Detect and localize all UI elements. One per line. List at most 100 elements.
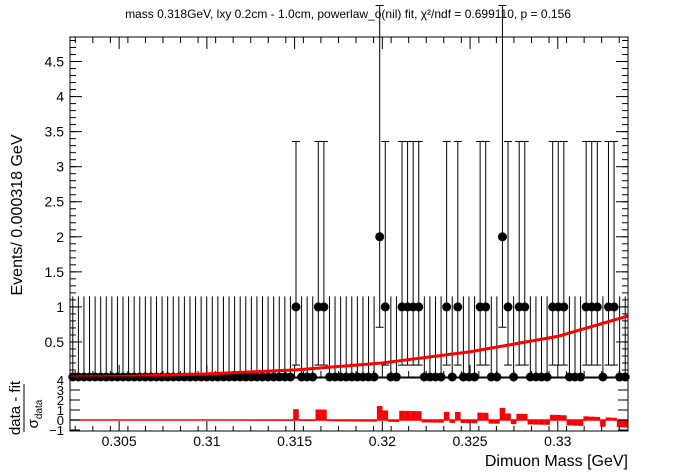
pull-y-tick-label: 0 — [57, 413, 64, 428]
y-tick-label: 2 — [56, 229, 64, 245]
pull-y-tick-label: −1 — [49, 423, 64, 438]
pull-bar — [471, 420, 478, 424]
pull-bar — [505, 413, 511, 420]
main-axis-ticks — [70, 37, 628, 377]
y-tick-label: 1 — [56, 299, 64, 315]
pull-bar — [561, 415, 567, 420]
pull-bar — [583, 416, 589, 420]
pull-y-title-sigma: σ — [25, 418, 42, 428]
x-tick-labels: 0.305 0.31 0.315 0.32 0.325 0.33 — [102, 433, 572, 449]
pull-bar — [605, 417, 612, 420]
pull-bar — [443, 411, 450, 420]
pull-bar — [544, 420, 550, 425]
pull-bar — [600, 420, 606, 427]
pull-axis-ticks — [70, 379, 628, 431]
pull-y-tick-label: 2 — [57, 393, 64, 408]
y-tick-label: 3 — [56, 159, 64, 175]
pull-bar — [404, 410, 411, 420]
pull-bar — [365, 420, 372, 422]
x-tick-label: 0.305 — [102, 433, 137, 449]
pull-bar — [466, 420, 472, 424]
pull-bar — [449, 420, 456, 423]
pull-bar — [371, 420, 377, 422]
pull-bar — [577, 420, 584, 426]
chart-title: mass 0.318GeV, lxy 0.2cm - 1.0cm, powerl… — [125, 7, 571, 21]
pull-bar — [482, 412, 489, 420]
data-point — [503, 302, 513, 312]
x-tick-label: 0.315 — [277, 433, 312, 449]
pull-bar — [538, 420, 545, 425]
pull-bar — [360, 420, 366, 422]
y-axis-title: Events/ 0.000318 GeV — [9, 134, 26, 295]
pull-plot-frame — [69, 377, 629, 432]
data-point — [481, 302, 491, 312]
data-point — [380, 302, 390, 312]
pull-y-tick-label: 1 — [57, 403, 64, 418]
pull-bar — [516, 413, 522, 420]
pull-y-title-denominator: σdata — [25, 399, 45, 428]
pull-bar — [488, 420, 495, 424]
pull-bar — [415, 411, 422, 420]
pull-bar — [521, 413, 528, 420]
pull-bar — [421, 420, 428, 423]
pull-bar — [432, 420, 439, 423]
y-tick-label: 4 — [56, 89, 64, 105]
pull-bar — [533, 420, 539, 425]
pull-bar — [315, 409, 322, 420]
y-tick-label: 0.5 — [45, 334, 65, 350]
pull-bar — [622, 420, 628, 428]
pull-bar — [477, 412, 483, 420]
x-axis-title: Dimuon Mass [GeV] — [485, 453, 628, 470]
pull-bar — [321, 409, 327, 420]
pull-bar — [527, 420, 534, 425]
pull-bar — [388, 420, 394, 422]
x-tick-label: 0.32 — [369, 433, 396, 449]
data-point — [414, 302, 424, 312]
pull-bar — [382, 410, 389, 420]
pull-bar — [376, 406, 383, 420]
data-point — [609, 302, 619, 312]
main-y-tick-labels: 0.5 1 1.5 2 2.5 3 3.5 4 4.5 — [45, 54, 65, 350]
pull-bar — [410, 411, 416, 420]
data-point — [520, 302, 530, 312]
data-point — [559, 302, 569, 312]
data-point — [375, 232, 385, 242]
main-plot-frame — [69, 36, 629, 378]
pull-bar — [455, 412, 461, 420]
pull-bar — [549, 414, 556, 420]
pull-y-axis-title: data - fit σdata — [7, 380, 45, 435]
pull-y-title-numerator: data - fit — [7, 380, 24, 435]
pull-bar — [616, 420, 623, 428]
y-tick-label: 4.5 — [45, 54, 65, 70]
pull-bar — [555, 414, 562, 420]
data-points — [68, 4, 630, 382]
pull-bar — [293, 409, 299, 420]
data-point — [592, 302, 602, 312]
data-point — [442, 302, 452, 312]
data-point — [319, 302, 329, 312]
data-point — [453, 302, 463, 312]
pull-bar — [427, 420, 433, 423]
pull-bar — [499, 407, 506, 420]
fit-curve — [69, 314, 629, 379]
pull-bar — [393, 420, 400, 422]
pull-bars — [70, 406, 628, 428]
x-tick-label: 0.325 — [453, 433, 488, 449]
pull-bar — [594, 416, 601, 420]
pull-y-tick-label: 3 — [57, 383, 64, 398]
pull-y-title-subscript: data — [34, 399, 45, 419]
y-tick-label: 3.5 — [45, 124, 65, 140]
pull-bar — [572, 420, 578, 426]
x-tick-label: 0.31 — [193, 433, 220, 449]
pull-bar — [611, 417, 617, 420]
pull-bar — [438, 420, 444, 423]
pull-bar — [494, 420, 500, 424]
pull-bar — [399, 410, 405, 420]
x-tick-label: 0.33 — [544, 433, 571, 449]
pull-bar — [460, 420, 467, 424]
y-tick-label: 2.5 — [45, 194, 65, 210]
data-point — [497, 232, 507, 242]
